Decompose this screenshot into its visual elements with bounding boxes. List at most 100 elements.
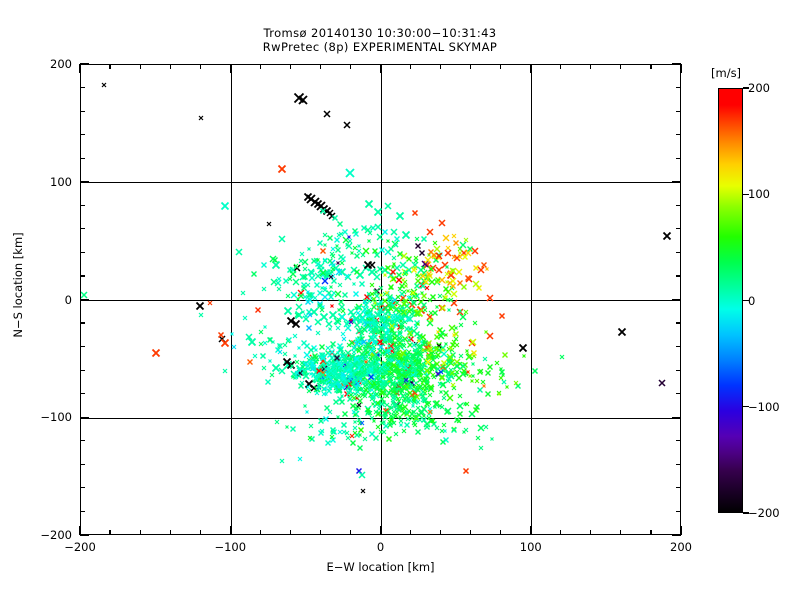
scatter-point <box>311 379 316 384</box>
y-minor-tick <box>80 440 85 442</box>
scatter-point <box>440 345 447 352</box>
scatter-point <box>407 308 412 314</box>
scatter-point <box>372 248 377 254</box>
scatter-point <box>341 411 348 418</box>
scatter-point <box>359 368 365 374</box>
scatter-point <box>297 346 301 350</box>
scatter-point <box>385 365 391 371</box>
scatter-point <box>338 313 346 321</box>
scatter-point <box>305 409 310 414</box>
scatter-point <box>427 385 435 393</box>
scatter-point <box>338 268 347 277</box>
scatter-point <box>300 309 305 314</box>
y-minor-tick-right <box>676 86 681 89</box>
scatter-point <box>377 306 385 314</box>
scatter-point <box>397 329 403 334</box>
x-minor-tick <box>650 530 652 535</box>
scatter-point <box>411 266 418 273</box>
scatter-point <box>325 320 333 328</box>
scatter-point <box>366 339 371 343</box>
scatter-point <box>368 374 375 381</box>
scatter-point <box>327 327 332 331</box>
scatter-point <box>354 253 361 260</box>
scatter-point <box>326 257 333 264</box>
scatter-point <box>397 380 404 387</box>
scatter-point <box>395 294 401 300</box>
scatter-point <box>267 336 272 341</box>
scatter-point <box>358 333 363 338</box>
scatter-point <box>308 274 316 282</box>
scatter-point <box>499 366 503 371</box>
scatter-point <box>346 379 351 384</box>
scatter-point <box>433 405 438 410</box>
x-minor-tick-top <box>199 64 201 69</box>
scatter-point <box>319 207 326 215</box>
scatter-point <box>444 408 451 415</box>
y-minor-tick <box>80 110 85 112</box>
scatter-point <box>344 273 350 279</box>
scatter-point <box>307 435 313 441</box>
scatter-point <box>387 284 394 291</box>
scatter-point <box>297 456 303 462</box>
scatter-point <box>370 401 375 406</box>
scatter-point <box>290 291 298 299</box>
y-minor-tick <box>80 204 85 206</box>
scatter-point <box>294 359 300 365</box>
scatter-point <box>373 273 381 281</box>
scatter-point <box>341 376 346 382</box>
scatter-point <box>306 388 312 393</box>
scatter-point <box>266 221 272 227</box>
scatter-point <box>336 232 342 237</box>
scatter-point <box>434 425 439 431</box>
chart-title-line-2: RwPretec (8p) EXPERIMENTAL SKYMAP <box>262 40 498 54</box>
scatter-point <box>339 398 346 405</box>
scatter-point <box>377 344 384 351</box>
x-major-tick <box>530 526 532 535</box>
scatter-point <box>368 230 373 236</box>
x-minor-tick <box>620 530 622 535</box>
scatter-point <box>329 310 338 319</box>
scatter-point <box>443 332 448 337</box>
scatter-point <box>439 369 444 374</box>
scatter-point <box>415 273 420 277</box>
scatter-point <box>457 361 463 367</box>
scatter-point <box>345 168 355 178</box>
x-minor-tick-top <box>650 64 652 69</box>
scatter-point <box>434 352 441 359</box>
scatter-point <box>337 307 341 312</box>
scatter-point <box>288 276 293 282</box>
x-tick-label: 200 <box>670 540 692 554</box>
scatter-point <box>522 354 527 358</box>
scatter-point <box>451 383 456 388</box>
scatter-point <box>432 257 439 264</box>
scatter-point <box>229 332 234 337</box>
scatter-point <box>457 308 462 313</box>
scatter-point <box>235 248 243 256</box>
scatter-point <box>274 419 280 425</box>
y-minor-tick <box>80 510 85 513</box>
scatter-point <box>335 268 343 276</box>
scatter-point <box>294 310 304 319</box>
scatter-point <box>420 398 426 403</box>
scatter-point <box>359 281 365 288</box>
scatter-point <box>329 348 336 355</box>
scatter-point <box>330 266 336 272</box>
scatter-point <box>334 243 339 248</box>
scatter-point <box>268 358 272 363</box>
scatter-point <box>379 293 384 298</box>
scatter-point <box>400 338 406 343</box>
scatter-point <box>389 228 398 236</box>
scatter-point <box>502 351 509 358</box>
scatter-point <box>442 390 449 397</box>
scatter-point <box>440 348 445 353</box>
scatter-point <box>386 333 392 339</box>
scatter-point <box>382 422 389 429</box>
scatter-point <box>394 300 400 306</box>
scatter-point <box>414 414 418 418</box>
scatter-point <box>375 368 379 373</box>
y-minor-tick <box>80 346 85 348</box>
scatter-point <box>456 308 464 316</box>
scatter-point <box>531 368 538 375</box>
scatter-point <box>472 320 478 325</box>
scatter-point <box>377 266 384 273</box>
